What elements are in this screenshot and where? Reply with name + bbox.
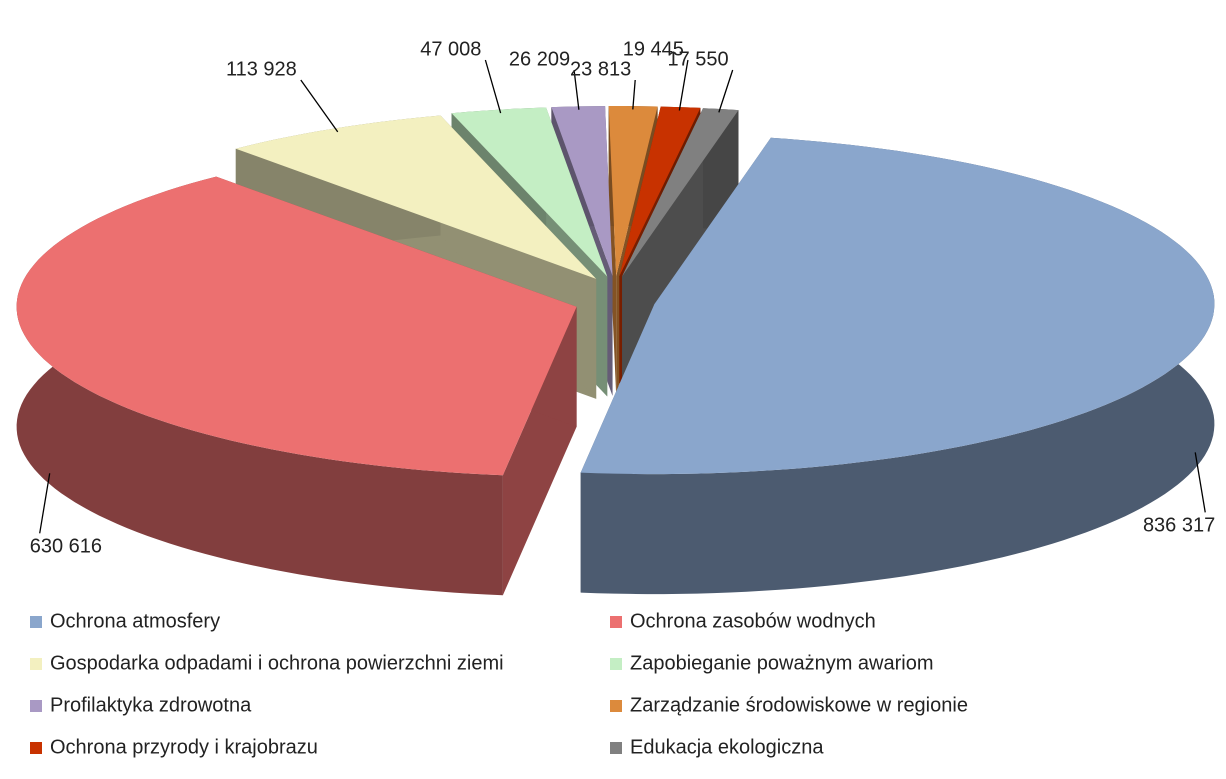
legend-swatch xyxy=(610,616,622,628)
data-label: 47 008 xyxy=(420,38,481,60)
leader-line xyxy=(1194,452,1206,513)
data-label: 26 209 xyxy=(509,48,570,70)
legend-label: Profilaktyka zdrowotna xyxy=(50,694,252,716)
slice xyxy=(16,176,577,476)
legend-label: Ochrona przyrody i krajobrazu xyxy=(50,736,318,758)
data-label: 17 550 xyxy=(667,48,728,70)
legend-swatch xyxy=(30,616,42,628)
leader-line xyxy=(632,79,636,110)
slice xyxy=(551,106,613,277)
leader-line xyxy=(573,69,580,110)
leader-line xyxy=(39,473,51,534)
legend-label: Ochrona atmosfery xyxy=(50,610,220,632)
data-label: 19 445 xyxy=(623,38,684,60)
legend-swatch xyxy=(610,742,622,754)
leader-line xyxy=(300,79,339,133)
legend-label: Edukacja ekologiczna xyxy=(630,736,824,758)
legend-swatch xyxy=(30,700,42,712)
data-label: 630 616 xyxy=(30,536,102,558)
leader-line xyxy=(718,69,734,113)
legend-swatch xyxy=(610,700,622,712)
legend-swatch xyxy=(610,658,622,670)
pie xyxy=(16,106,1215,596)
slice xyxy=(622,108,739,277)
legend-swatch xyxy=(30,742,42,754)
slice xyxy=(608,106,658,277)
data-label: 836 317 xyxy=(1143,515,1215,537)
legend-swatch xyxy=(30,658,42,670)
legend-label: Ochrona zasobów wodnych xyxy=(630,610,876,632)
slice xyxy=(580,137,1215,475)
slice xyxy=(619,106,701,277)
legend-label: Zapobieganie poważnym awariom xyxy=(630,652,934,674)
slice xyxy=(235,115,597,279)
legend-label: Gospodarka odpadami i ochrona powierzchn… xyxy=(50,652,504,674)
leader-line xyxy=(678,59,689,111)
legend-label: Zarządzanie środowiskowe w regionie xyxy=(630,694,968,716)
slice xyxy=(451,107,608,277)
leader-line xyxy=(484,59,502,114)
data-label: 23 813 xyxy=(570,58,631,80)
data-label: 113 928 xyxy=(226,58,297,80)
